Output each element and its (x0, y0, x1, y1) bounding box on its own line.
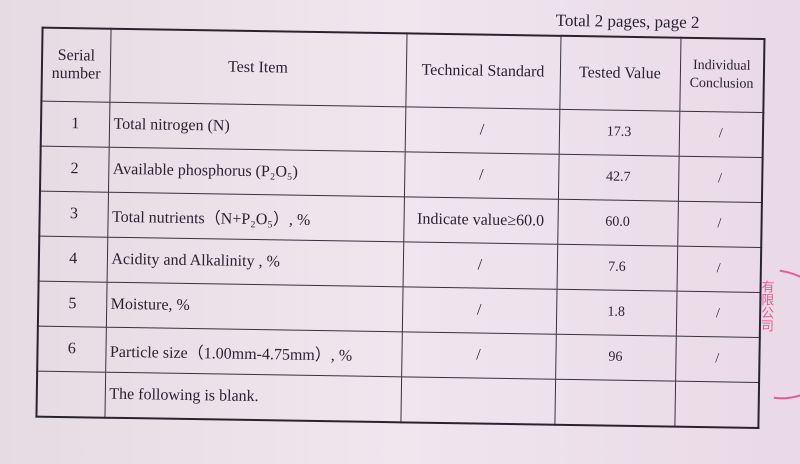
col-individual-conclusion: Individual Conclusion (679, 37, 765, 113)
stamp-text: 有限公司 (758, 279, 775, 333)
serial-cell: 6 (37, 326, 106, 373)
test-item-cell: Moisture, % (105, 282, 403, 332)
page-count: Total 2 pages, page 2 (555, 10, 700, 32)
serial-cell: 3 (39, 191, 108, 238)
standard-cell: / (401, 286, 557, 335)
table-header-row: Serial number Test Item Technical Standa… (41, 27, 765, 113)
serial-cell: 4 (38, 236, 108, 283)
standard-cell: Indicate value≥60.0 (403, 196, 558, 245)
test-item-cell: Total nitrogen (N) (108, 102, 406, 152)
serial-cell: 5 (37, 281, 107, 328)
col-technical-standard: Technical Standard (405, 33, 561, 110)
tested-value-cell: 1.8 (555, 289, 677, 337)
serial-cell: 2 (40, 146, 109, 193)
standard-cell: / (401, 331, 556, 380)
tested-value-cell: 96 (555, 334, 676, 382)
conclusion-cell: / (678, 111, 764, 158)
standard-cell: / (402, 241, 558, 290)
test-item-cell: Total nutrients（N+P₂O₅）, % (107, 192, 404, 242)
col-tested-value: Tested Value (559, 35, 681, 112)
test-item-cell: Particle size（1.00mm-4.75mm）, % (105, 327, 402, 377)
test-results-table: Serial number Test Item Technical Standa… (35, 26, 766, 429)
blank-note: The following is blank. (104, 372, 402, 423)
standard-cell: / (403, 151, 559, 200)
standard-cell: / (404, 106, 560, 155)
tested-value-cell: 42.7 (557, 154, 679, 202)
col-serial: Serial number (41, 27, 111, 103)
tested-value-cell: 7.6 (556, 244, 678, 292)
conclusion-cell: / (677, 156, 763, 203)
test-item-cell: Acidity and Alkalinity , % (106, 237, 404, 287)
tested-value-cell: 17.3 (558, 109, 680, 157)
col-test-item: Test Item (109, 28, 407, 107)
conclusion-cell: / (677, 201, 762, 248)
serial-cell: 1 (40, 101, 110, 148)
test-item-cell: Available phosphorus (P₂O₅) (107, 147, 405, 197)
tested-value-cell: 60.0 (557, 199, 678, 247)
